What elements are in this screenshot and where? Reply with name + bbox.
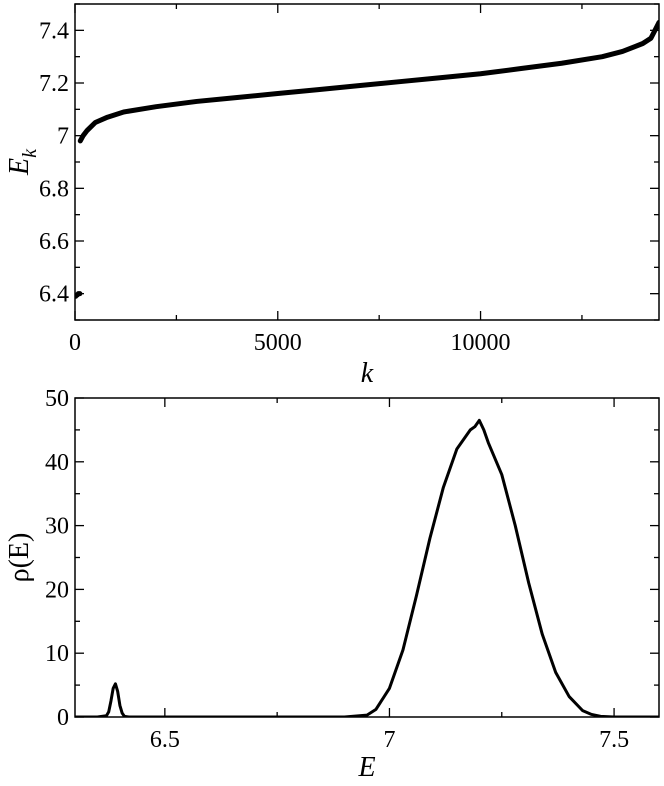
bottom-x-tick-label: 6.5 xyxy=(150,727,180,753)
top-x-tick-label: 5000 xyxy=(254,330,302,356)
plot-energy-vs-k: 0 5000 10000 6.4 6.6 6.8 7 7.2 7.4 k Ek xyxy=(4,3,660,389)
top-y-tick-label: 6.8 xyxy=(39,176,69,202)
top-plot-frame xyxy=(74,3,660,321)
bottom-y-tick-label: 40 xyxy=(45,450,69,476)
bottom-plot-frame xyxy=(74,397,660,718)
top-y-tick-label: 7.2 xyxy=(39,71,69,97)
bottom-x-axis-title: E xyxy=(357,752,375,781)
top-x-tick-label: 0 xyxy=(69,330,81,356)
bottom-y-tick-label: 0 xyxy=(57,705,69,731)
bottom-y-tick-label: 50 xyxy=(45,386,69,412)
top-x-tick-label: 10000 xyxy=(451,330,511,356)
top-x-axis-title: k xyxy=(361,358,374,389)
bottom-x-tick-label: 7 xyxy=(383,727,395,753)
top-y-tick-label: 7 xyxy=(57,124,69,150)
top-series-line-1 xyxy=(77,19,659,144)
bottom-y-tick-label: 30 xyxy=(45,514,69,540)
bottom-y-tick-label: 20 xyxy=(45,577,69,603)
top-y-tick-label: 6.4 xyxy=(39,282,69,308)
plot-density-of-states: 6.5 7 7.5 0 10 20 30 40 50 Eρ(E) xyxy=(4,386,660,783)
bottom-x-tick-label: 7.5 xyxy=(599,727,629,753)
bottom-y-axis-title: ρ(E) xyxy=(4,533,35,583)
top-y-tick-label: 7.4 xyxy=(39,18,69,44)
top-y-tick-label: 6.6 xyxy=(39,229,69,255)
bottom-series-line-0 xyxy=(75,418,659,717)
top-series-line-0 xyxy=(75,291,83,299)
bottom-y-tick-label: 10 xyxy=(45,641,69,667)
top-y-axis-title: Ek xyxy=(4,148,41,176)
